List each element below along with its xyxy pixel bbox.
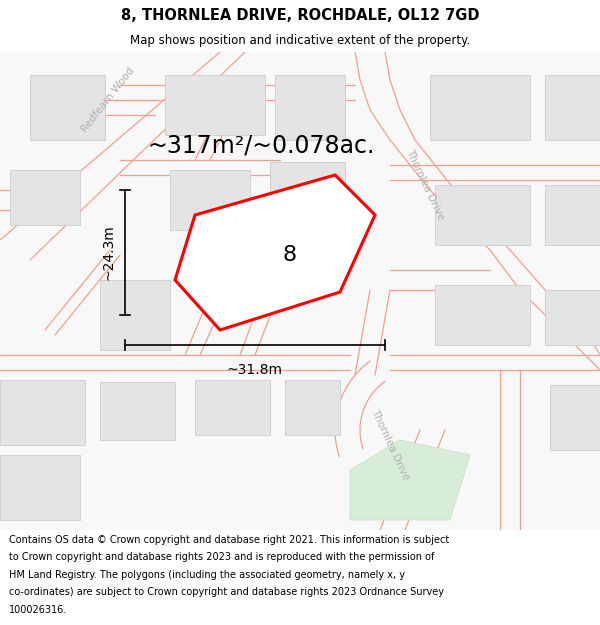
Polygon shape — [10, 170, 80, 225]
Polygon shape — [100, 382, 175, 440]
Polygon shape — [545, 185, 600, 245]
Text: Map shows position and indicative extent of the property.: Map shows position and indicative extent… — [130, 34, 470, 47]
Text: ~317m²/~0.078ac.: ~317m²/~0.078ac. — [148, 133, 376, 157]
Text: Redfearn Wood: Redfearn Wood — [80, 66, 136, 134]
Polygon shape — [435, 185, 530, 245]
Polygon shape — [285, 380, 340, 435]
Polygon shape — [175, 175, 375, 330]
Polygon shape — [545, 290, 600, 345]
Polygon shape — [165, 75, 265, 135]
Text: HM Land Registry. The polygons (including the associated geometry, namely x, y: HM Land Registry. The polygons (includin… — [9, 570, 405, 580]
Polygon shape — [430, 75, 530, 140]
Polygon shape — [550, 385, 600, 450]
Text: Thornlea Drive: Thornlea Drive — [369, 408, 411, 482]
Text: co-ordinates) are subject to Crown copyright and database rights 2023 Ordnance S: co-ordinates) are subject to Crown copyr… — [9, 588, 444, 598]
Polygon shape — [0, 455, 80, 520]
Polygon shape — [0, 380, 85, 445]
Polygon shape — [30, 75, 105, 140]
Polygon shape — [100, 280, 170, 350]
Polygon shape — [435, 285, 530, 345]
Polygon shape — [170, 170, 250, 230]
Polygon shape — [545, 75, 600, 140]
Text: 100026316.: 100026316. — [9, 605, 67, 615]
Text: Contains OS data © Crown copyright and database right 2021. This information is : Contains OS data © Crown copyright and d… — [9, 535, 449, 545]
Text: 8, THORNLEA DRIVE, ROCHDALE, OL12 7GD: 8, THORNLEA DRIVE, ROCHDALE, OL12 7GD — [121, 8, 479, 23]
Polygon shape — [0, 52, 600, 530]
Text: Thornlea Drive: Thornlea Drive — [404, 148, 446, 222]
Text: ~31.8m: ~31.8m — [227, 363, 283, 377]
Text: to Crown copyright and database rights 2023 and is reproduced with the permissio: to Crown copyright and database rights 2… — [9, 552, 434, 562]
Polygon shape — [195, 380, 270, 435]
Polygon shape — [275, 75, 345, 140]
Text: ~24.3m: ~24.3m — [101, 224, 115, 281]
Polygon shape — [350, 440, 470, 520]
Text: 8: 8 — [283, 245, 297, 265]
Polygon shape — [270, 162, 345, 225]
